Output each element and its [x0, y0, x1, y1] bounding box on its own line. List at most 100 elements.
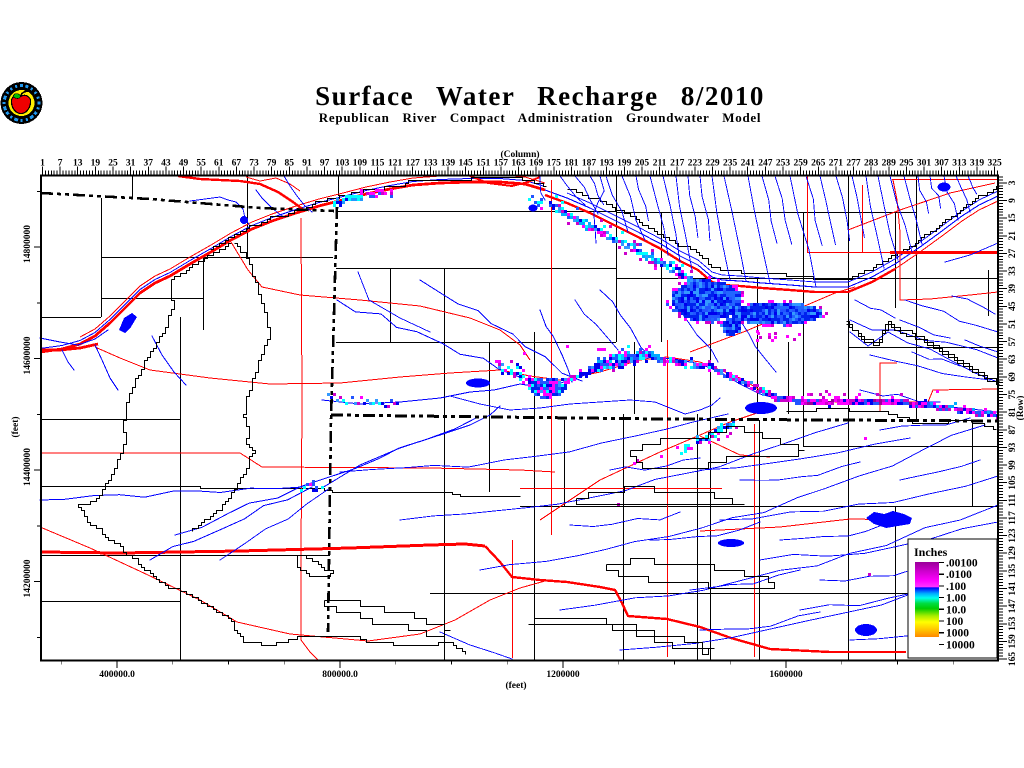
- svg-text:7: 7: [58, 159, 63, 169]
- svg-text:295: 295: [899, 159, 914, 169]
- svg-text:157: 157: [494, 159, 509, 169]
- svg-text:13: 13: [73, 159, 83, 169]
- svg-text:325: 325: [987, 159, 1002, 169]
- svg-text:97: 97: [320, 159, 330, 169]
- svg-text:(Column): (Column): [500, 149, 539, 160]
- svg-text:123: 123: [1008, 528, 1018, 543]
- svg-text:79: 79: [267, 159, 277, 169]
- svg-text:85: 85: [285, 159, 295, 169]
- svg-text:45: 45: [1008, 301, 1018, 311]
- svg-text:93: 93: [1008, 442, 1018, 452]
- svg-text:199: 199: [617, 159, 632, 169]
- svg-text:14400000: 14400000: [23, 448, 33, 486]
- svg-text:117: 117: [1008, 511, 1018, 525]
- svg-text:301: 301: [917, 159, 932, 169]
- svg-text:265: 265: [811, 159, 826, 169]
- svg-text:(feet): (feet): [505, 680, 526, 691]
- svg-text:99: 99: [1008, 460, 1018, 470]
- svg-text:241: 241: [741, 159, 756, 169]
- svg-text:57: 57: [1008, 337, 1018, 347]
- svg-text:277: 277: [846, 159, 861, 169]
- svg-text:181: 181: [564, 159, 579, 169]
- svg-text:147: 147: [1008, 599, 1018, 614]
- svg-text:235: 235: [723, 159, 738, 169]
- svg-text:159: 159: [1008, 634, 1018, 649]
- svg-text:283: 283: [864, 159, 879, 169]
- svg-text:153: 153: [1008, 616, 1018, 631]
- svg-text:109: 109: [353, 159, 368, 169]
- svg-text:Surface Water Recharge 8/2010: Surface Water Recharge 8/2010: [315, 81, 765, 111]
- svg-text:223: 223: [688, 159, 703, 169]
- svg-text:289: 289: [882, 159, 897, 169]
- svg-text:.100: .100: [946, 581, 966, 593]
- svg-text:271: 271: [829, 159, 844, 169]
- svg-text:121: 121: [388, 159, 403, 169]
- svg-text:800000.0: 800000.0: [322, 670, 358, 680]
- svg-text:229: 229: [705, 159, 720, 169]
- svg-text:319: 319: [970, 159, 985, 169]
- svg-text:15: 15: [1008, 213, 1018, 223]
- svg-text:253: 253: [776, 159, 791, 169]
- svg-text:100: 100: [946, 616, 964, 628]
- svg-text:139: 139: [441, 159, 456, 169]
- svg-text:91: 91: [302, 159, 312, 169]
- svg-text:1200000: 1200000: [546, 670, 580, 680]
- svg-text:163: 163: [511, 159, 526, 169]
- svg-text:1600000: 1600000: [769, 670, 803, 680]
- svg-text:400000.0: 400000.0: [99, 670, 135, 680]
- svg-text:205: 205: [635, 159, 650, 169]
- svg-text:1: 1: [40, 159, 45, 169]
- svg-text:(feet): (feet): [10, 416, 21, 437]
- svg-text:247: 247: [758, 159, 773, 169]
- svg-text:73: 73: [249, 159, 259, 169]
- svg-text:169: 169: [529, 159, 544, 169]
- svg-text:10000: 10000: [946, 639, 975, 651]
- svg-text:14800000: 14800000: [23, 225, 33, 263]
- svg-text:259: 259: [794, 159, 809, 169]
- svg-text:25: 25: [108, 159, 118, 169]
- svg-text:217: 217: [670, 159, 685, 169]
- svg-text:19: 19: [91, 159, 101, 169]
- svg-text:115: 115: [371, 159, 385, 169]
- svg-text:141: 141: [1008, 581, 1018, 596]
- svg-text:75: 75: [1008, 389, 1018, 399]
- svg-text:127: 127: [406, 159, 421, 169]
- svg-text:37: 37: [144, 159, 154, 169]
- svg-text:27: 27: [1008, 248, 1018, 258]
- svg-text:Republican River Compact Admin: Republican River Compact Administration …: [319, 110, 761, 125]
- svg-text:31: 31: [126, 159, 136, 169]
- svg-text:14600000: 14600000: [23, 336, 33, 374]
- svg-text:151: 151: [476, 159, 491, 169]
- svg-text:33: 33: [1008, 266, 1018, 276]
- svg-text:49: 49: [179, 159, 189, 169]
- svg-text:105: 105: [1008, 475, 1018, 490]
- svg-text:165: 165: [1008, 652, 1018, 667]
- svg-text:145: 145: [459, 159, 474, 169]
- svg-text:43: 43: [161, 159, 171, 169]
- svg-text:(Row): (Row): [1015, 396, 1024, 421]
- svg-text:9: 9: [1008, 198, 1018, 203]
- svg-text:.0100: .0100: [946, 569, 972, 581]
- svg-text:51: 51: [1008, 319, 1018, 329]
- svg-text:187: 187: [582, 159, 597, 169]
- svg-text:39: 39: [1008, 284, 1018, 294]
- svg-text:129: 129: [1008, 546, 1018, 561]
- svg-text:87: 87: [1008, 425, 1018, 435]
- svg-text:103: 103: [335, 159, 350, 169]
- svg-text:69: 69: [1008, 372, 1018, 382]
- svg-text:67: 67: [232, 159, 242, 169]
- svg-text:.00100: .00100: [946, 558, 978, 570]
- svg-text:307: 307: [935, 159, 950, 169]
- svg-text:61: 61: [214, 159, 224, 169]
- svg-text:10.0: 10.0: [946, 604, 966, 616]
- svg-text:211: 211: [653, 159, 667, 169]
- svg-text:111: 111: [1008, 493, 1018, 506]
- svg-text:1000: 1000: [946, 628, 969, 640]
- svg-text:133: 133: [423, 159, 438, 169]
- svg-text:193: 193: [600, 159, 615, 169]
- svg-text:175: 175: [547, 159, 562, 169]
- svg-text:55: 55: [196, 159, 206, 169]
- svg-text:81: 81: [1008, 407, 1018, 417]
- svg-text:1.00: 1.00: [946, 593, 966, 605]
- svg-text:135: 135: [1008, 563, 1018, 578]
